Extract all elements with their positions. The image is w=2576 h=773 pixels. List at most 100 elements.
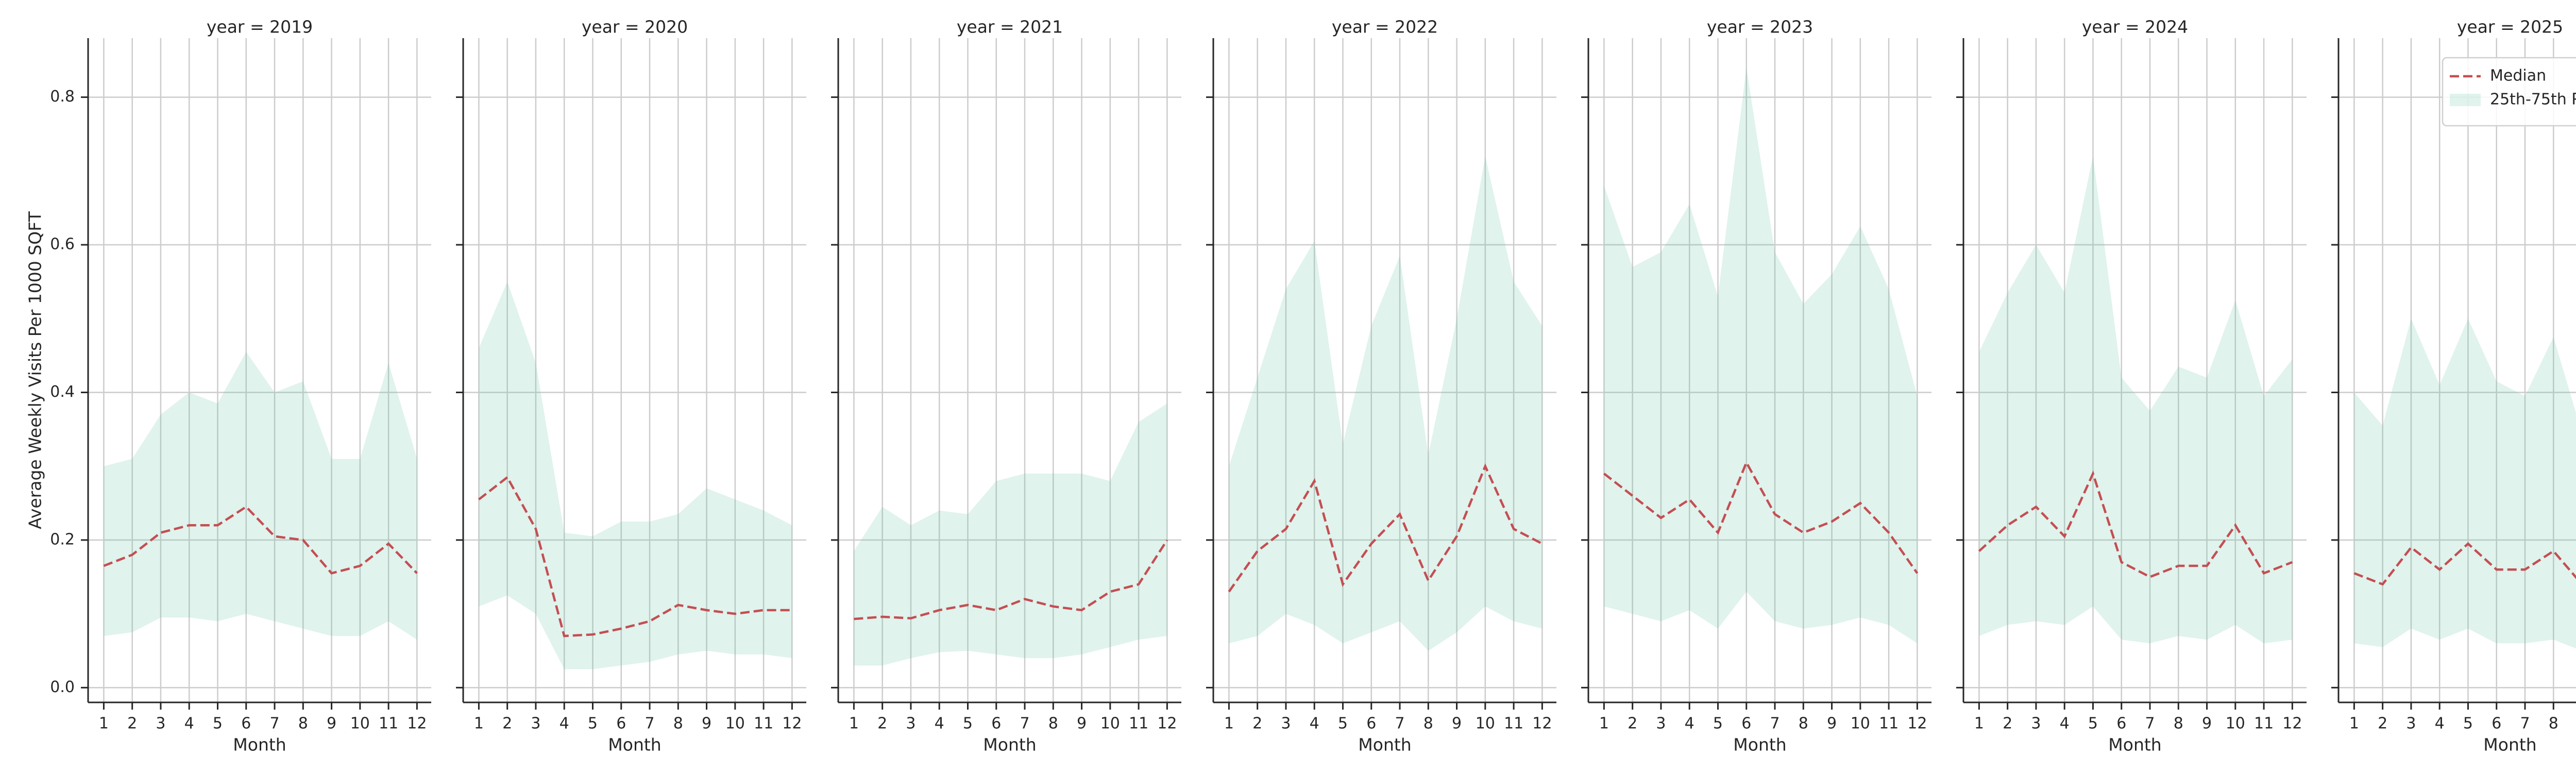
x-tick-label: 12 xyxy=(1532,715,1552,733)
panel-title: year = 2023 xyxy=(1707,17,1813,37)
x-tick-label: 7 xyxy=(1020,715,1029,733)
x-tick-label: 2 xyxy=(502,715,512,733)
panel-title: year = 2025 xyxy=(2457,17,2563,37)
x-tick-label: 8 xyxy=(1799,715,1808,733)
x-tick-label: 11 xyxy=(1504,715,1523,733)
y-axis-label: Average Weekly Visits Per 1000 SQFT xyxy=(25,211,45,529)
iqr-band xyxy=(104,351,417,640)
x-tick-label: 10 xyxy=(1476,715,1495,733)
facet-panel: year = 2025123456789101112MonthMedian25t… xyxy=(2331,17,2576,755)
y-tick-label: 0.6 xyxy=(50,236,75,254)
x-tick-label: 4 xyxy=(1310,715,1319,733)
iqr-band xyxy=(854,403,1167,666)
x-axis-label: Month xyxy=(2483,735,2536,755)
x-tick-label: 7 xyxy=(1770,715,1780,733)
x-tick-label: 9 xyxy=(1452,715,1462,733)
x-tick-label: 2 xyxy=(2378,715,2387,733)
x-tick-label: 1 xyxy=(99,715,109,733)
x-tick-label: 6 xyxy=(2492,715,2501,733)
x-tick-label: 2 xyxy=(877,715,887,733)
x-tick-label: 1 xyxy=(1599,715,1609,733)
x-tick-label: 7 xyxy=(269,715,279,733)
x-tick-label: 8 xyxy=(2549,715,2558,733)
x-tick-label: 6 xyxy=(1741,715,1751,733)
x-tick-label: 3 xyxy=(531,715,540,733)
x-tick-label: 5 xyxy=(1338,715,1348,733)
x-tick-label: 3 xyxy=(2406,715,2416,733)
x-tick-label: 8 xyxy=(1048,715,1058,733)
x-tick-label: 10 xyxy=(1100,715,1120,733)
x-tick-label: 4 xyxy=(560,715,569,733)
iqr-band xyxy=(479,281,792,669)
panel-title: year = 2021 xyxy=(957,17,1063,37)
x-tick-label: 5 xyxy=(2463,715,2473,733)
x-axis-label: Month xyxy=(233,735,286,755)
legend-label: Median xyxy=(2490,67,2546,85)
x-tick-label: 9 xyxy=(327,715,336,733)
x-tick-label: 12 xyxy=(2282,715,2302,733)
x-tick-label: 9 xyxy=(702,715,711,733)
x-axis-label: Month xyxy=(1358,735,1411,755)
x-tick-label: 7 xyxy=(1395,715,1404,733)
x-tick-label: 8 xyxy=(2174,715,2183,733)
x-tick-label: 4 xyxy=(1685,715,1694,733)
x-tick-label: 3 xyxy=(2031,715,2041,733)
x-tick-label: 4 xyxy=(184,715,194,733)
x-tick-label: 3 xyxy=(1281,715,1291,733)
x-tick-label: 1 xyxy=(849,715,859,733)
legend: Median 25th-75th Percentile xyxy=(2442,57,2576,127)
y-tick-label: 0.0 xyxy=(50,678,75,696)
x-tick-label: 7 xyxy=(2145,715,2155,733)
x-tick-label: 9 xyxy=(2202,715,2212,733)
x-tick-label: 10 xyxy=(2226,715,2245,733)
x-axis-label: Month xyxy=(608,735,661,755)
x-tick-label: 10 xyxy=(350,715,370,733)
x-tick-label: 1 xyxy=(474,715,484,733)
x-tick-label: 9 xyxy=(1077,715,1087,733)
x-axis-label: Month xyxy=(1733,735,1786,755)
x-axis-label: Month xyxy=(2108,735,2161,755)
x-tick-label: 2 xyxy=(1252,715,1262,733)
x-tick-label: 7 xyxy=(645,715,654,733)
x-tick-label: 3 xyxy=(156,715,165,733)
x-tick-label: 11 xyxy=(1129,715,1148,733)
x-tick-label: 5 xyxy=(1713,715,1723,733)
y-tick-label: 0.4 xyxy=(50,383,75,401)
x-tick-label: 10 xyxy=(725,715,745,733)
x-tick-label: 4 xyxy=(2435,715,2445,733)
x-tick-label: 6 xyxy=(2116,715,2126,733)
x-tick-label: 12 xyxy=(407,715,427,733)
legend-label: 25th-75th Percentile xyxy=(2490,91,2576,109)
iqr-band xyxy=(1229,156,1543,651)
x-tick-label: 4 xyxy=(935,715,944,733)
x-tick-label: 5 xyxy=(963,715,973,733)
y-tick-label: 0.8 xyxy=(50,88,75,106)
x-tick-label: 2 xyxy=(1628,715,1637,733)
x-tick-label: 3 xyxy=(906,715,916,733)
x-tick-label: 4 xyxy=(2060,715,2070,733)
median-line xyxy=(2353,542,2576,586)
x-tick-label: 8 xyxy=(673,715,683,733)
x-tick-label: 3 xyxy=(1656,715,1666,733)
median-line xyxy=(1228,463,1543,593)
panel-title: year = 2019 xyxy=(207,17,313,37)
x-tick-label: 5 xyxy=(588,715,598,733)
iqr-band xyxy=(2354,318,2576,649)
panel-title: year = 2024 xyxy=(2082,17,2188,37)
x-tick-label: 7 xyxy=(2520,715,2530,733)
x-tick-label: 12 xyxy=(1907,715,1927,733)
x-tick-label: 11 xyxy=(2254,715,2274,733)
legend-swatch xyxy=(2450,94,2481,106)
x-axis-label: Month xyxy=(983,735,1036,755)
x-tick-label: 12 xyxy=(1157,715,1177,733)
x-tick-label: 11 xyxy=(379,715,398,733)
x-tick-label: 8 xyxy=(298,715,308,733)
x-tick-label: 8 xyxy=(1423,715,1433,733)
x-tick-label: 11 xyxy=(754,715,773,733)
panel-title: year = 2020 xyxy=(582,17,688,37)
